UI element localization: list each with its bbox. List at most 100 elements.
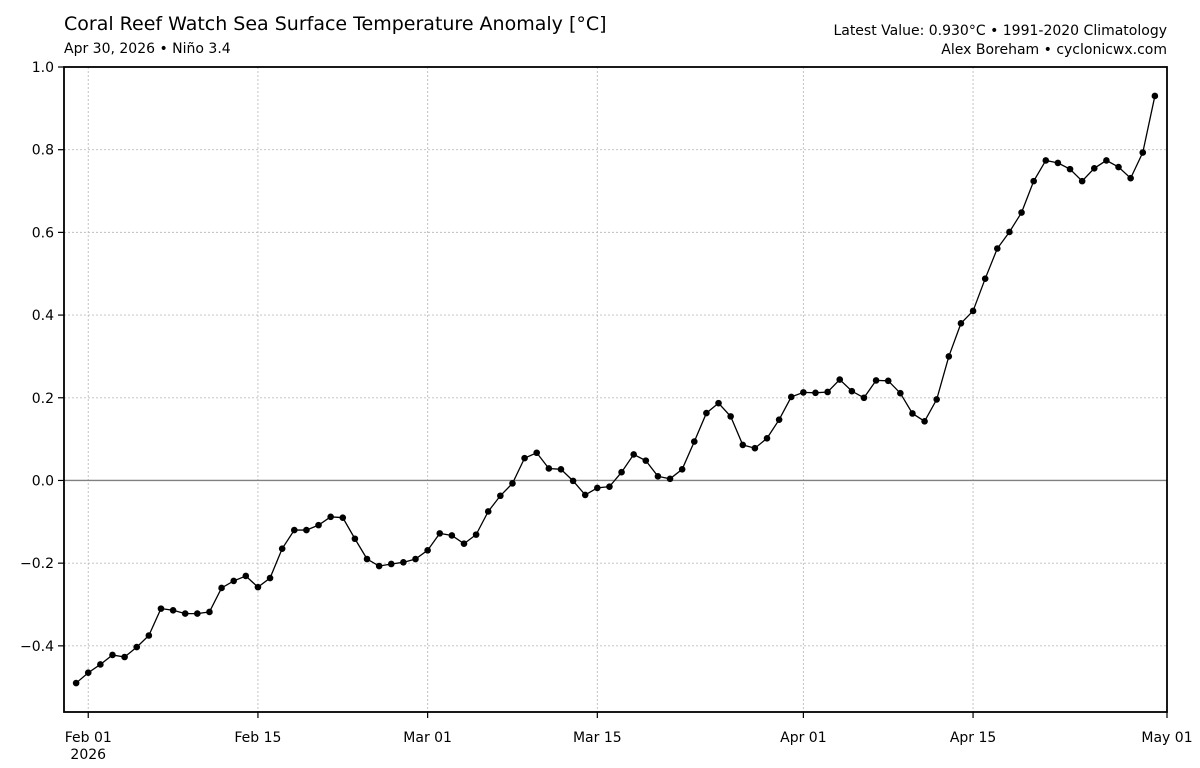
data-point [1103, 157, 1110, 164]
data-point [242, 572, 250, 580]
data-point [557, 466, 565, 473]
data-point [727, 413, 734, 420]
data-point [1127, 174, 1134, 182]
data-point [763, 434, 771, 442]
data-point [909, 410, 916, 417]
data-point [484, 508, 492, 515]
data-point [315, 521, 322, 529]
data-point [606, 483, 613, 490]
x-tick-label: Feb 15 [234, 730, 281, 746]
data-point [860, 394, 868, 402]
data-point [969, 307, 977, 315]
x-tick-label: May 01 [1141, 730, 1192, 746]
data-point [327, 513, 334, 521]
x-tick-sublabel: 2026 [70, 747, 106, 763]
data-point [994, 245, 1001, 252]
data-point [654, 473, 662, 480]
data-point [497, 492, 504, 500]
data-point [303, 526, 310, 534]
data-point [194, 610, 201, 617]
y-tick-label: −0.2 [20, 556, 54, 572]
y-tick-label: 0.6 [32, 225, 54, 241]
data-point [291, 526, 298, 534]
data-point [266, 574, 274, 582]
data-point [751, 444, 759, 452]
data-point [472, 531, 480, 538]
y-tick-label: 1.0 [32, 60, 54, 76]
data-point [1090, 165, 1098, 172]
data-point [460, 540, 468, 548]
x-tick-label: Apr 01 [780, 730, 826, 746]
data-point [848, 387, 856, 395]
data-point [351, 535, 359, 543]
data-point [121, 653, 128, 661]
x-tick-label: Mar 01 [403, 730, 452, 746]
data-point [581, 491, 589, 499]
data-point [945, 353, 953, 360]
data-point [206, 608, 213, 616]
data-point [339, 514, 347, 521]
data-point [1042, 157, 1050, 164]
chart-subtitle: Apr 30, 2026 • Niño 3.4 [64, 41, 231, 57]
data-point [884, 377, 892, 385]
data-point [1078, 177, 1086, 185]
data-point [521, 454, 528, 462]
series-group [72, 92, 1159, 687]
data-point [533, 449, 541, 457]
data-point [1151, 92, 1159, 100]
y-tick-label: 0.4 [32, 308, 54, 324]
data-point [775, 416, 783, 423]
data-point [1006, 228, 1013, 236]
data-point [630, 451, 637, 458]
data-point [981, 275, 989, 282]
data-point [836, 376, 844, 383]
data-point [872, 377, 880, 384]
data-point [387, 560, 395, 568]
data-point [278, 545, 286, 552]
data-point [618, 468, 625, 476]
x-tick-label: Mar 15 [573, 730, 622, 746]
series-line [75, 95, 1156, 684]
data-point [666, 475, 674, 483]
data-point [957, 320, 965, 327]
y-tick-label: 0.0 [32, 473, 54, 489]
data-point [509, 480, 516, 487]
data-point [230, 577, 237, 585]
data-point [1139, 149, 1147, 156]
data-point [181, 610, 189, 617]
y-tick-label: 0.2 [32, 391, 54, 407]
data-point [642, 457, 650, 464]
data-point [921, 418, 928, 425]
data-point [1066, 165, 1074, 173]
x-tick-label: Apr 15 [950, 730, 996, 746]
data-point [1018, 209, 1025, 216]
plot-frame [63, 66, 1168, 713]
data-point [897, 389, 904, 397]
data-point [375, 562, 383, 570]
data-point [400, 559, 407, 566]
data-point [545, 465, 553, 472]
y-tick-label: 0.8 [32, 143, 54, 159]
data-point [1054, 159, 1062, 167]
data-point [254, 583, 262, 591]
data-point [133, 643, 141, 651]
x-tick-label: Feb 01 [65, 730, 112, 746]
data-point [424, 547, 431, 554]
y-tick-label: −0.4 [20, 639, 54, 655]
data-point [84, 669, 92, 677]
data-point [933, 396, 940, 403]
data-point [72, 679, 80, 687]
data-point [145, 632, 153, 639]
data-point [787, 393, 795, 401]
data-point [824, 388, 831, 396]
data-point [1030, 177, 1037, 185]
data-point [715, 399, 722, 407]
data-point [157, 605, 165, 612]
author-credit: Alex Boreham • cyclonicwx.com [941, 42, 1167, 58]
data-point [363, 555, 371, 563]
data-point [690, 438, 698, 445]
data-point [812, 389, 819, 397]
data-point [109, 651, 116, 659]
data-point [703, 409, 710, 417]
